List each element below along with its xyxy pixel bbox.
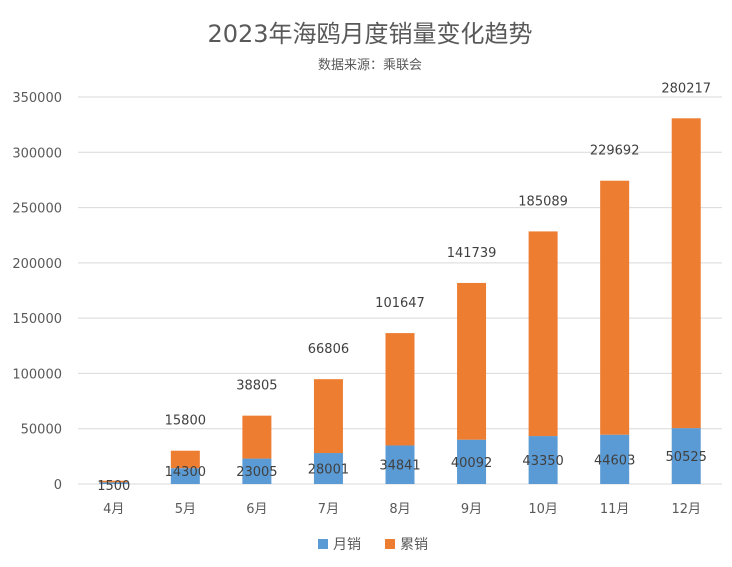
bar-cumulative [313,379,343,454]
legend: 月销 累销 [318,537,428,553]
data-label-cumulative: 280217 [661,81,711,96]
data-label-monthly: 34841 [379,459,420,474]
bar-monthly [242,458,272,484]
chart-subtitle: 数据来源：乘联会 [318,58,422,73]
data-label-cumulative: 66806 [308,342,349,357]
data-label-monthly: 28001 [308,463,349,478]
data-labels: 1500 14300 15800 23005 38805 28001 66806 34841 1… [97,81,711,494]
x-tick-label: 10月 [528,502,558,517]
y-tick-label: 250000 [12,202,62,217]
bar-monthly [313,453,343,484]
x-tick-label: 12月 [671,502,701,517]
x-axis: 4月 5月 6月 7月 8月 9月 10月 11月 12月 [103,502,701,517]
x-tick-label: 7月 [318,502,339,517]
bar-cumulative [457,282,487,440]
y-tick-label: 350000 [12,91,62,106]
bars [99,118,701,484]
data-label-cumulative: 101647 [375,296,425,311]
bar-monthly [385,445,415,484]
data-label-monthly: 50525 [666,450,707,465]
x-tick-label: 8月 [389,502,410,517]
bar-monthly [457,439,487,484]
data-label-monthly: 40092 [451,456,492,471]
data-label-monthly: 14300 [165,465,206,480]
data-label-monthly: 44603 [594,453,635,468]
legend-label: 月销 [333,537,361,553]
bar-monthly [671,428,701,484]
y-tick-label: 150000 [12,312,62,327]
y-tick-label: 100000 [12,367,62,382]
bar-cumulative [600,180,630,435]
y-axis: 0 50000 100000 150000 200000 250000 300000 3500… [12,91,62,493]
bar-cumulative [528,231,558,437]
y-tick-label: 50000 [21,423,62,438]
data-label-cumulative: 185089 [518,194,568,209]
data-label-monthly: 1500 [97,479,130,494]
data-label-monthly: 23005 [236,465,277,480]
x-tick-label: 6月 [246,502,267,517]
bar-cumulative [170,450,200,469]
bar-monthly [600,434,630,484]
y-tick-label: 200000 [12,257,62,272]
x-tick-label: 5月 [175,502,196,517]
y-tick-label: 300000 [12,146,62,161]
data-label-monthly: 43350 [522,454,563,469]
legend-swatch [318,539,328,549]
bar-cumulative [385,333,415,446]
bar-monthly [99,482,129,484]
bar-cumulative [242,415,272,459]
x-tick-label: 9月 [461,502,482,517]
data-label-cumulative: 15800 [165,414,206,429]
bar-cumulative [671,118,701,429]
data-label-cumulative: 38805 [236,379,277,394]
data-label-cumulative: 229692 [590,144,640,159]
bar-monthly [528,436,558,484]
legend-label: 累销 [400,537,428,553]
y-tick-label: 0 [54,478,62,493]
x-tick-label: 4月 [103,502,124,517]
x-tick-label: 11月 [600,502,630,517]
bar-monthly [170,468,200,484]
chart-title: 2023年海鸥月度销量变化趋势 [207,20,532,48]
data-label-cumulative: 141739 [447,246,497,261]
bar-cumulative [99,480,129,483]
legend-swatch [385,539,395,549]
